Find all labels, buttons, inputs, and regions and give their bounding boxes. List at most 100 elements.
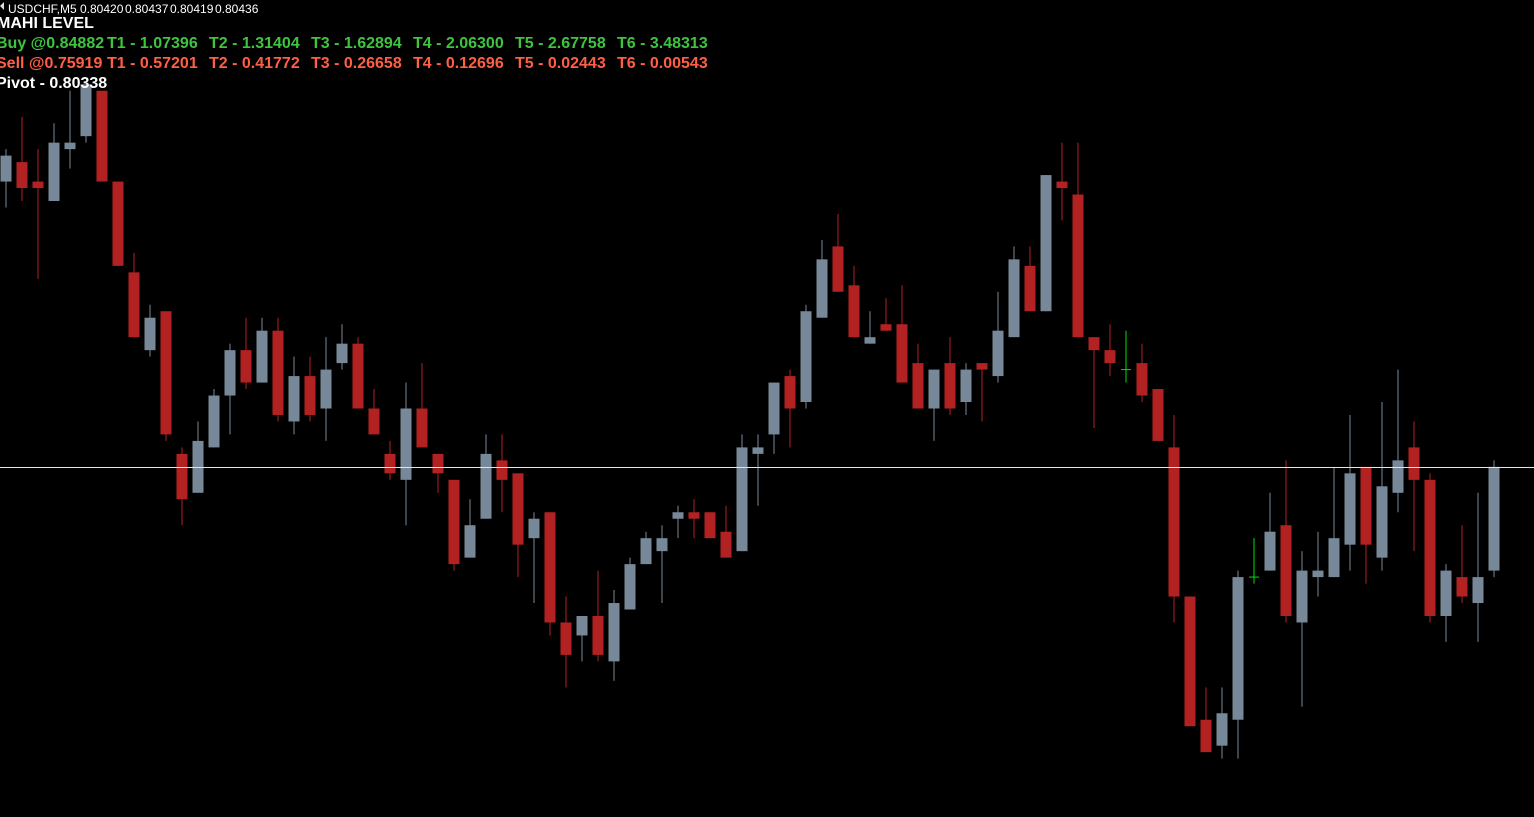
candle-body	[736, 447, 748, 552]
candle-body	[560, 622, 572, 655]
candle-body	[48, 142, 60, 202]
candle-body	[480, 453, 492, 519]
candle-body	[928, 369, 940, 409]
candle-body	[848, 285, 860, 338]
candle-body	[368, 408, 380, 435]
candle-body	[32, 181, 44, 189]
candle-body	[1344, 473, 1356, 545]
candle-body	[128, 272, 140, 338]
symbol-icon	[0, 2, 4, 10]
candle-body	[832, 246, 844, 292]
header-ohlc: 0.80437	[125, 2, 169, 16]
sell-target: T5 - 0.02443	[515, 55, 606, 72]
candle-body	[1216, 713, 1228, 746]
header-ohlc: 0.80420	[80, 2, 124, 16]
candle-body	[192, 440, 204, 493]
candle-body	[240, 350, 252, 383]
candle-body	[512, 473, 524, 545]
candle-body	[1488, 466, 1500, 571]
candle-body	[720, 531, 732, 558]
candle-body	[352, 343, 364, 409]
candle-body	[464, 525, 476, 558]
candle-body	[688, 512, 700, 519]
candle-body	[576, 615, 588, 636]
candle-body	[1008, 259, 1020, 338]
buy-target: T5 - 2.67758	[515, 35, 606, 52]
candle-body	[864, 337, 876, 344]
candle-body	[160, 311, 172, 435]
candle-body	[1280, 525, 1292, 616]
candle-body	[1104, 350, 1116, 364]
candle-body	[768, 382, 780, 435]
candle-body	[384, 453, 396, 474]
candle-body	[1408, 447, 1420, 480]
buy-target: T6 - 3.48313	[617, 35, 708, 52]
header-ohlc: 0.80436	[215, 2, 259, 16]
candle-body	[1424, 479, 1436, 616]
candle-body	[64, 142, 76, 150]
buy-target: T2 - 1.31404	[209, 35, 300, 52]
buy-target: T4 - 2.06300	[413, 35, 504, 52]
buy-target: T1 - 1.07396	[107, 35, 198, 52]
candle-body	[784, 376, 796, 409]
candle-body	[608, 603, 620, 662]
candle-body	[336, 343, 348, 364]
candle-body	[896, 324, 908, 383]
candle-body	[144, 317, 156, 351]
candle-body	[1040, 175, 1052, 312]
candle-body	[640, 538, 652, 565]
candle-body	[496, 460, 508, 480]
candle-body	[80, 84, 92, 137]
candle-body	[432, 453, 444, 474]
candle-body	[672, 512, 684, 519]
indicator-title: MAHI LEVEL	[0, 15, 94, 32]
candle-body	[592, 615, 604, 655]
candle-body	[1312, 570, 1324, 578]
candle-body	[400, 408, 412, 480]
candle-body	[0, 155, 12, 182]
candle-body	[1296, 570, 1308, 623]
candle-body	[112, 181, 124, 266]
candle-body	[1360, 466, 1372, 545]
header-ohlc: 0.80419	[170, 2, 214, 16]
symbol: USDCHF,M5	[8, 2, 77, 16]
candle-body	[528, 518, 540, 539]
candle-body	[1088, 337, 1100, 351]
candle-body	[176, 453, 188, 500]
candle-body	[1328, 538, 1340, 578]
candle-body	[704, 512, 716, 539]
candle-body	[976, 363, 988, 370]
candle-body	[800, 311, 812, 403]
candle-body	[1168, 447, 1180, 597]
sell-target: T1 - 0.57201	[107, 55, 198, 72]
candle-body	[256, 330, 268, 383]
candle-body	[1440, 570, 1452, 616]
candle-body	[272, 330, 284, 415]
candle-body	[1184, 596, 1196, 727]
candle-body	[304, 376, 316, 415]
candle-body	[16, 162, 28, 189]
candle-body	[1264, 531, 1276, 571]
candle-body	[1392, 460, 1404, 493]
candle-body	[1232, 577, 1244, 720]
candle-body	[224, 350, 236, 396]
candle-body	[208, 395, 220, 448]
candle-body	[912, 363, 924, 409]
candle-body	[544, 512, 556, 623]
candle-body	[816, 259, 828, 318]
candle-body	[416, 408, 428, 448]
candle-body	[960, 369, 972, 403]
candle-body	[1456, 577, 1468, 597]
buy-target: T3 - 1.62894	[311, 35, 402, 52]
candle-body	[1152, 389, 1164, 441]
candle-body	[288, 376, 300, 422]
sell-entry: Sell @0.75919	[0, 55, 102, 72]
candle-body	[1136, 363, 1148, 396]
candle-body	[1472, 577, 1484, 604]
pivot: Pivot - 0.80338	[0, 75, 107, 92]
candle-body	[1024, 265, 1036, 312]
buy-entry: Buy @0.84882	[0, 35, 104, 52]
candle-body	[992, 330, 1004, 377]
